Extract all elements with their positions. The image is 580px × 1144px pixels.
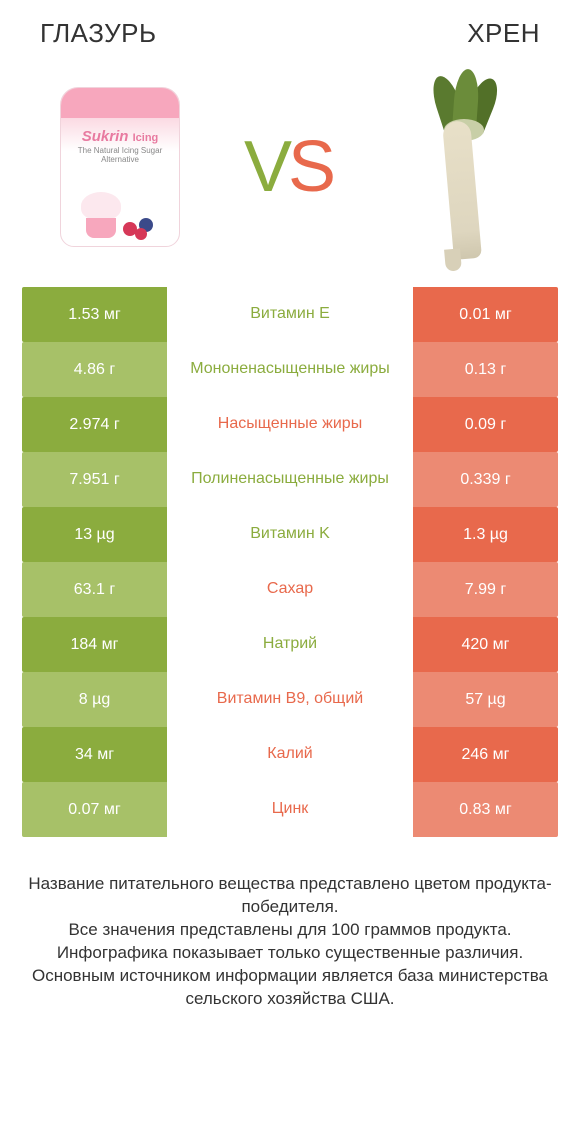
- product-left-image: Sukrin Icing The Natural Icing Sugar Alt…: [40, 67, 200, 267]
- value-right: 0.83 мг: [413, 782, 558, 837]
- value-left: 0.07 мг: [22, 782, 167, 837]
- nutrient-name: Сахар: [167, 562, 413, 617]
- value-left: 2.974 г: [22, 397, 167, 452]
- cupcake-icon: [76, 188, 126, 238]
- value-right: 0.01 мг: [413, 287, 558, 342]
- value-left: 4.86 г: [22, 342, 167, 397]
- value-left: 1.53 мг: [22, 287, 167, 342]
- nutrient-name: Насыщенные жиры: [167, 397, 413, 452]
- table-row: 0.07 мгЦинк0.83 мг: [22, 782, 558, 837]
- table-row: 1.53 мгВитамин E0.01 мг: [22, 287, 558, 342]
- horseradish-icon: [400, 67, 520, 267]
- title-right: ХРЕН: [467, 18, 540, 49]
- nutrient-name: Цинк: [167, 782, 413, 837]
- icing-sub: Icing: [133, 132, 159, 144]
- value-right: 1.3 µg: [413, 507, 558, 562]
- images-row: Sukrin Icing The Natural Icing Sugar Alt…: [0, 57, 580, 287]
- value-left: 7.951 г: [22, 452, 167, 507]
- value-left: 63.1 г: [22, 562, 167, 617]
- vs-label: VS: [244, 126, 336, 208]
- value-left: 34 мг: [22, 727, 167, 782]
- icing-package-icon: Sukrin Icing The Natural Icing Sugar Alt…: [60, 87, 180, 247]
- value-left: 184 мг: [22, 617, 167, 672]
- value-right: 0.13 г: [413, 342, 558, 397]
- value-left: 8 µg: [22, 672, 167, 727]
- table-row: 7.951 гПолиненасыщенные жиры0.339 г: [22, 452, 558, 507]
- comparison-table: 1.53 мгВитамин E0.01 мг4.86 гМононенасыщ…: [0, 287, 580, 837]
- value-right: 7.99 г: [413, 562, 558, 617]
- table-row: 184 мгНатрий420 мг: [22, 617, 558, 672]
- nutrient-name: Натрий: [167, 617, 413, 672]
- icing-brand: Sukrin: [82, 128, 129, 145]
- value-left: 13 µg: [22, 507, 167, 562]
- table-row: 34 мгКалий246 мг: [22, 727, 558, 782]
- nutrient-name: Витамин K: [167, 507, 413, 562]
- value-right: 0.339 г: [413, 452, 558, 507]
- footer-note: Название питательного вещества представл…: [0, 837, 580, 1011]
- vs-s: S: [288, 126, 336, 208]
- table-row: 2.974 гНасыщенные жиры0.09 г: [22, 397, 558, 452]
- vs-v: V: [244, 126, 292, 208]
- nutrient-name: Витамин B9, общий: [167, 672, 413, 727]
- table-row: 4.86 гМононенасыщенные жиры0.13 г: [22, 342, 558, 397]
- table-row: 8 µgВитамин B9, общий57 µg: [22, 672, 558, 727]
- header: ГЛАЗУРЬ ХРЕН: [0, 0, 580, 57]
- nutrient-name: Полиненасыщенные жиры: [167, 452, 413, 507]
- nutrient-name: Мононенасыщенные жиры: [167, 342, 413, 397]
- value-right: 57 µg: [413, 672, 558, 727]
- value-right: 420 мг: [413, 617, 558, 672]
- icing-tagline: The Natural Icing Sugar Alternative: [61, 146, 179, 164]
- product-right-image: [380, 67, 540, 267]
- value-right: 246 мг: [413, 727, 558, 782]
- nutrient-name: Калий: [167, 727, 413, 782]
- value-right: 0.09 г: [413, 397, 558, 452]
- title-left: ГЛАЗУРЬ: [40, 18, 157, 49]
- nutrient-name: Витамин E: [167, 287, 413, 342]
- table-row: 13 µgВитамин K1.3 µg: [22, 507, 558, 562]
- table-row: 63.1 гСахар7.99 г: [22, 562, 558, 617]
